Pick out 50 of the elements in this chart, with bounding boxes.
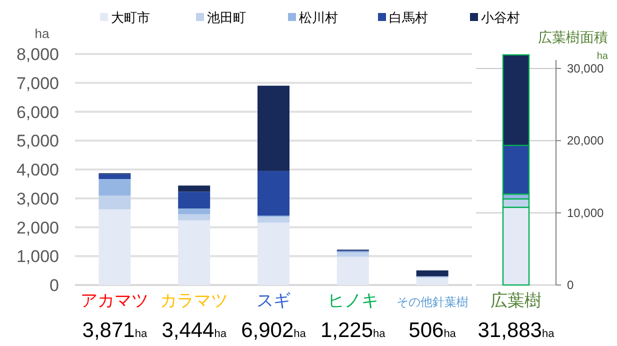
y-tick-label: 2,000	[16, 218, 59, 238]
y-tick-label: 4,000	[16, 160, 59, 180]
bar	[98, 195, 131, 210]
y-tick-label: 8,000	[16, 45, 59, 64]
x-tick-label: 広葉樹	[490, 291, 542, 310]
x-tick-label: その他針葉樹	[396, 295, 468, 309]
bar	[416, 278, 448, 285]
bar	[98, 179, 131, 196]
bar	[98, 174, 131, 180]
legend-label: 大町市	[111, 10, 150, 25]
bar	[178, 208, 210, 214]
y-tick-label: 7,000	[16, 74, 59, 93]
bar	[178, 214, 210, 220]
bar	[336, 256, 369, 285]
total-label: 3,871ha	[82, 319, 148, 342]
legend-label: 小谷村	[481, 10, 520, 25]
bar	[416, 270, 448, 276]
y-axis-title: ha	[596, 51, 608, 62]
y-tick-label: 30,000	[567, 61, 604, 76]
y-tick-label: 5,000	[16, 132, 59, 151]
total-label: 31,883ha	[478, 319, 556, 342]
x-tick-label: アカマツ	[80, 291, 149, 310]
bar	[336, 252, 369, 257]
bar	[258, 216, 290, 223]
bar	[178, 220, 210, 285]
chart-title: 広葉樹面積	[538, 29, 608, 45]
y-tick-label: 1,000	[16, 247, 59, 266]
bar	[258, 170, 290, 216]
y-tick-label: 3,000	[16, 189, 59, 208]
legend-label: 白馬村	[389, 10, 428, 25]
bar	[98, 209, 131, 285]
y-tick-label: 0	[50, 276, 59, 295]
y-tick-label: 6,000	[16, 102, 59, 122]
y-axis-title: ha	[34, 26, 50, 41]
bar	[258, 222, 290, 285]
bar	[178, 192, 210, 208]
y-tick-label: 0	[567, 278, 574, 292]
x-tick-label: ヒノキ	[327, 291, 378, 310]
legend-label: 池田町	[207, 10, 246, 25]
total-label: 3,444ha	[162, 319, 228, 342]
total-label: 1,225ha	[320, 319, 386, 342]
x-tick-label: カラマツ	[160, 291, 228, 310]
y-tick-label: 10,000	[567, 206, 604, 220]
total-label: 6,902ha	[241, 319, 307, 342]
bar	[178, 186, 210, 192]
y-tick-label: 20,000	[567, 134, 604, 148]
x-tick-label: スギ	[256, 291, 290, 310]
total-label: 506ha	[408, 319, 457, 342]
bar	[258, 86, 290, 171]
legend-label: 松川村	[299, 10, 338, 25]
